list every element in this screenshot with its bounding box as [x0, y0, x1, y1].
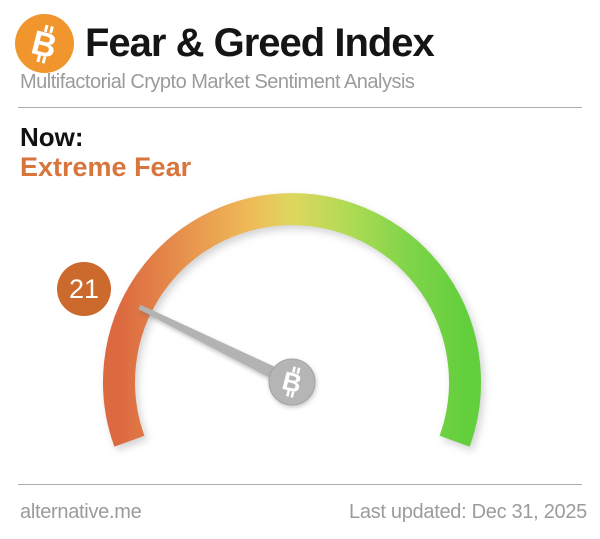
- gauge-pivot-circle: [268, 358, 316, 406]
- gauge-needle: [138, 304, 295, 388]
- site-link[interactable]: alternative.me: [20, 501, 142, 523]
- status-classification: Extreme Fear: [20, 152, 192, 182]
- footer-divider: [18, 484, 582, 485]
- gauge-arc: [103, 193, 481, 447]
- bitcoin-logo-circle: [15, 14, 74, 73]
- svg-text:B: B: [279, 365, 304, 399]
- page-subtitle: Multifactorial Crypto Market Sentiment A…: [20, 71, 415, 93]
- pivot-bitcoin-icon: B: [279, 365, 304, 399]
- gauge-pivot: B: [268, 358, 316, 406]
- page-title: Fear & Greed Index: [85, 21, 435, 65]
- status-now-label: Now:: [20, 122, 84, 152]
- gauge-value-badge: 21: [57, 262, 111, 316]
- last-updated-text: Last updated: Dec 31, 2025: [349, 501, 587, 523]
- header-divider: [18, 107, 582, 108]
- bitcoin-logo-icon: B: [15, 14, 74, 73]
